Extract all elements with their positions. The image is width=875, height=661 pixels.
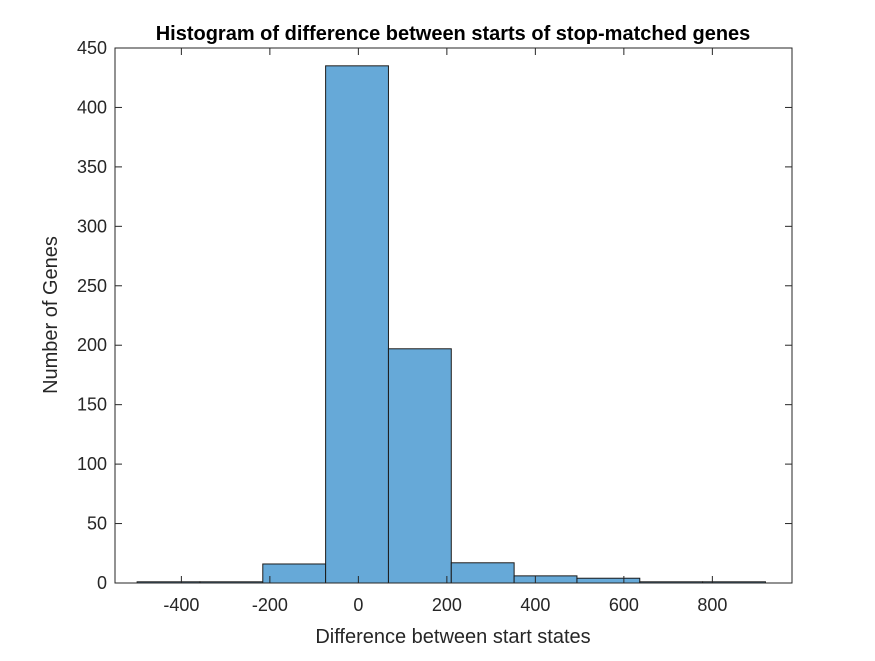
y-tick-label: 350 [77, 157, 107, 177]
axes-box [114, 47, 793, 584]
x-axis-label: Difference between start states [315, 626, 590, 648]
y-tick-label: 450 [77, 38, 107, 58]
x-tick-label: 600 [609, 595, 639, 615]
axes-frame [114, 47, 793, 584]
x-tick-label: 0 [353, 595, 363, 615]
x-axis-ticks: -400 -200 0 200 400 600 800 [163, 48, 727, 615]
y-tick-label: 50 [87, 514, 107, 534]
y-tick-label: 150 [77, 395, 107, 415]
y-tick-label: 0 [97, 573, 107, 593]
x-tick-label: 200 [432, 595, 462, 615]
y-tick-label: 200 [77, 335, 107, 355]
chart-title: Histogram of difference between starts o… [156, 23, 751, 45]
bar-group [136, 65, 766, 584]
histogram-bar [450, 562, 515, 584]
x-tick-label: 400 [520, 595, 550, 615]
histogram-bar [262, 563, 327, 584]
y-tick-label: 100 [77, 454, 107, 474]
y-axis-label: Number of Genes [40, 236, 62, 394]
x-tick-label: -200 [252, 595, 288, 615]
histogram-bar [513, 575, 578, 584]
y-axis-ticks: 0 50 100 150 200 250 300 350 400 450 [77, 38, 792, 593]
y-tick-label: 300 [77, 216, 107, 236]
x-tick-label: 800 [697, 595, 727, 615]
histogram-bar [576, 577, 641, 584]
histogram-bar [387, 348, 452, 584]
histogram-bar [325, 65, 389, 584]
y-tick-label: 400 [77, 97, 107, 117]
y-tick-label: 250 [77, 276, 107, 296]
x-tick-label: -400 [163, 595, 199, 615]
